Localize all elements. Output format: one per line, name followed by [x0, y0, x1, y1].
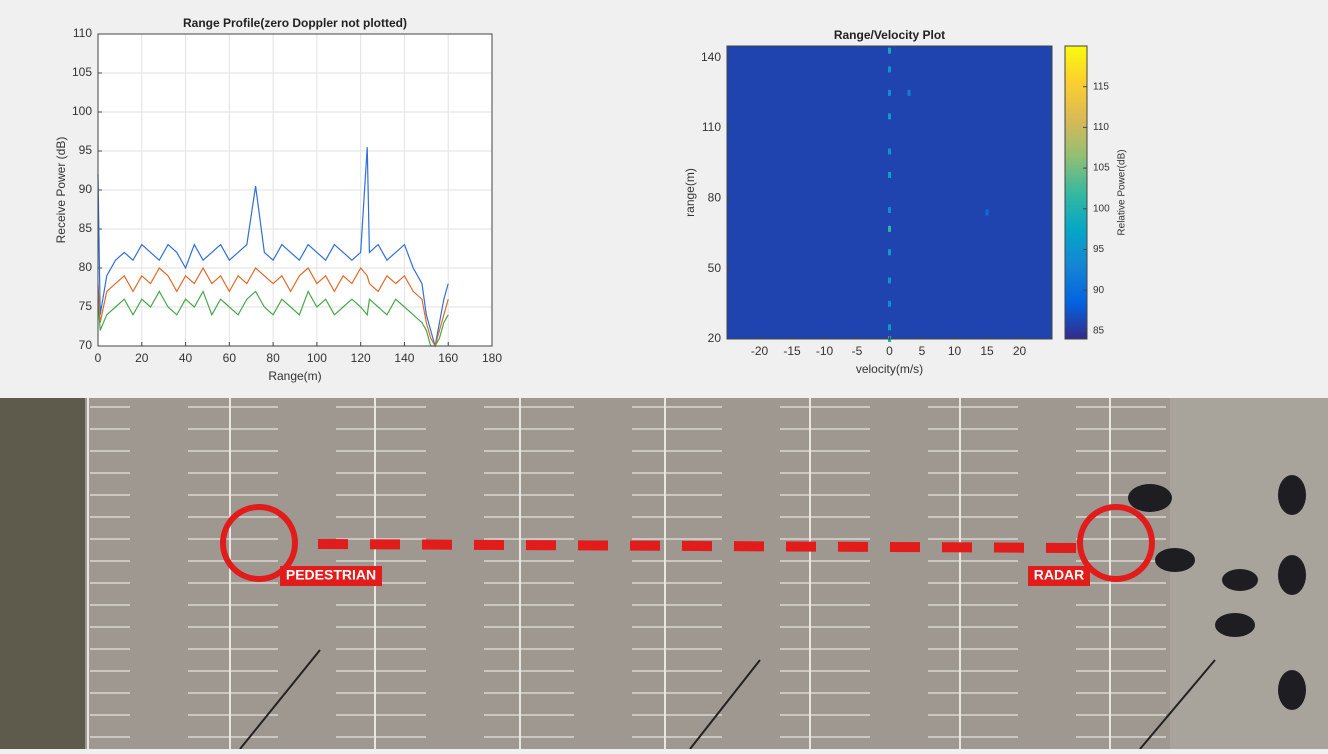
y-tick-label: 95 [79, 143, 93, 157]
x-axis-label: velocity(m/s) [856, 362, 923, 376]
y-tick-label: 50 [708, 261, 722, 275]
x-tick-label: 20 [135, 351, 149, 365]
x-tick-label: -10 [816, 344, 834, 358]
aerial-photo: PEDESTRIAN RADAR [0, 398, 1328, 750]
x-tick-label: 5 [919, 344, 926, 358]
x-tick-label: 140 [394, 351, 414, 365]
colorbar-label: Relative Power(dB) [1117, 149, 1128, 235]
x-tick-label: 120 [351, 351, 371, 365]
x-tick-label: 180 [482, 351, 502, 365]
y-tick-label: 100 [72, 104, 92, 118]
x-tick-label: 40 [179, 351, 193, 365]
chart-title: Range Profile(zero Doppler not plotted) [183, 16, 407, 30]
y-axis-label: Receive Power (dB) [54, 137, 68, 244]
y-tick-label: 105 [72, 65, 92, 79]
colorbar [1064, 45, 1088, 340]
colorbar-tick-label: 90 [1093, 285, 1105, 296]
x-tick-label: 60 [223, 351, 237, 365]
scene-label: RADAR [1034, 567, 1085, 583]
heatmap-cell [888, 89, 891, 96]
x-tick-label: 0 [95, 351, 102, 365]
y-tick-label: 110 [702, 120, 721, 134]
y-tick-label: 140 [701, 50, 721, 64]
heatmap-cell [888, 66, 891, 73]
x-tick-label: -5 [852, 344, 863, 358]
data-line [97, 266, 449, 348]
data-line [97, 289, 449, 347]
colorbar-tick-label: 85 [1093, 326, 1105, 337]
heatmap-cell [985, 209, 989, 216]
heatmap-cell [888, 148, 891, 155]
colorbar-tick-label: 95 [1093, 244, 1105, 255]
x-tick-label: 160 [438, 351, 458, 365]
heatmap-cell [888, 300, 891, 307]
x-axis-label: Range(m) [268, 369, 321, 383]
heatmap-cell [888, 225, 891, 232]
x-tick-label: 20 [1013, 344, 1027, 358]
y-tick-label: 85 [79, 221, 93, 235]
x-tick-label: 15 [980, 344, 994, 358]
heatmap-cell [888, 207, 891, 214]
colorbar-tick-label: 100 [1093, 203, 1110, 214]
colorbar-tick-label: 110 [1093, 122, 1109, 133]
x-tick-label: 80 [266, 351, 280, 365]
heatmap-cell [888, 249, 891, 256]
x-tick-label: 0 [886, 344, 893, 358]
y-tick-label: 80 [708, 191, 722, 205]
heatmap-cell [888, 171, 891, 178]
x-tick-label: -15 [783, 344, 801, 358]
heatmap-cell [888, 47, 891, 54]
y-tick-label: 70 [79, 338, 93, 352]
x-tick-label: 10 [948, 344, 962, 358]
y-tick-label: 75 [79, 299, 93, 313]
heatmap-cell [888, 324, 891, 331]
heatmap-cell [888, 277, 891, 284]
x-tick-label: -20 [751, 344, 769, 358]
axes-box [97, 33, 493, 347]
scene-label: PEDESTRIAN [286, 567, 376, 583]
y-axis-label: range(m) [683, 168, 697, 217]
axes-box [726, 45, 1053, 340]
x-tick-label: 100 [307, 351, 327, 365]
colorbar-tick-label: 105 [1093, 163, 1110, 174]
y-tick-label: 80 [79, 260, 93, 274]
heatmap-cell [907, 89, 911, 96]
data-line [97, 147, 449, 347]
heatmap-cell [888, 113, 891, 120]
colorbar-tick-label: 115 [1093, 81, 1109, 92]
y-tick-label: 20 [708, 331, 722, 345]
y-tick-label: 90 [79, 182, 93, 196]
chart-title: Range/Velocity Plot [834, 28, 945, 42]
y-tick-label: 110 [73, 26, 92, 40]
